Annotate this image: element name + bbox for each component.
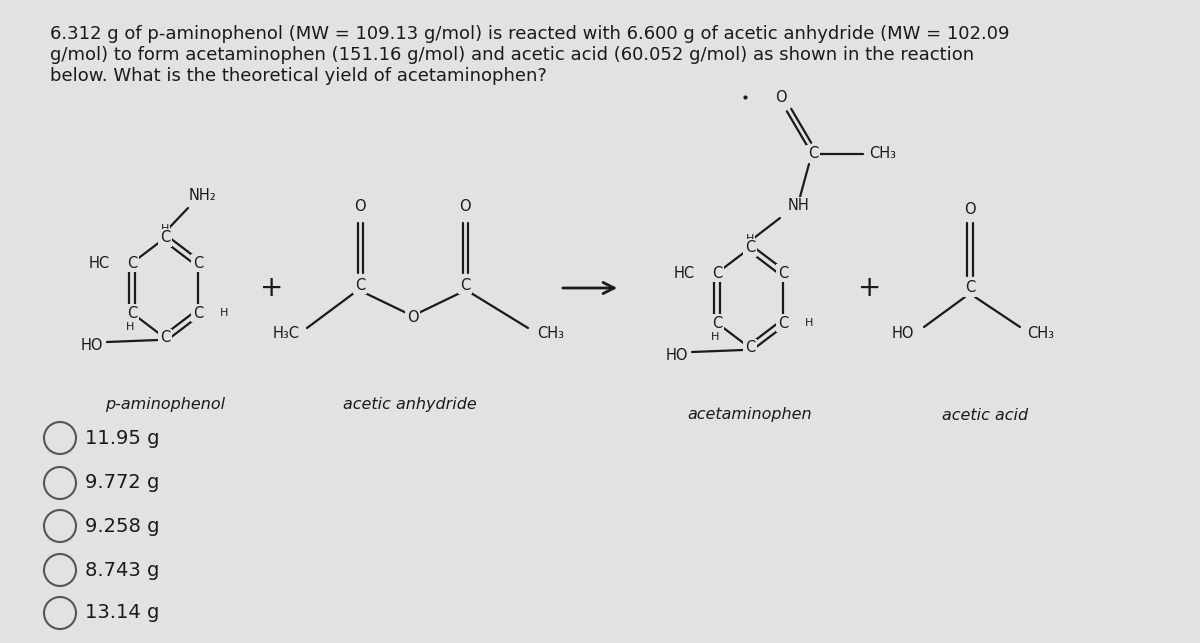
Text: CH₃: CH₃ [538, 325, 564, 341]
Text: C: C [127, 305, 137, 320]
Text: H: H [710, 332, 719, 342]
Text: HC: HC [674, 266, 695, 280]
Text: 9.772 g: 9.772 g [85, 473, 160, 493]
Text: C: C [778, 266, 788, 280]
Text: HO: HO [666, 349, 688, 363]
Text: H: H [805, 318, 814, 328]
Text: acetic acid: acetic acid [942, 408, 1028, 422]
Text: O: O [964, 203, 976, 217]
Text: +: + [858, 274, 882, 302]
Text: p-aminophenol: p-aminophenol [104, 397, 226, 413]
Text: C: C [808, 147, 818, 161]
Text: HO: HO [80, 338, 103, 354]
Text: C: C [160, 230, 170, 246]
Text: C: C [127, 255, 137, 271]
Text: 8.743 g: 8.743 g [85, 561, 160, 579]
Text: H₃C: H₃C [274, 325, 300, 341]
Text: H: H [161, 224, 169, 234]
Text: 11.95 g: 11.95 g [85, 428, 160, 448]
Text: acetaminophen: acetaminophen [688, 408, 812, 422]
Text: CH₃: CH₃ [869, 147, 896, 161]
Text: NH₂: NH₂ [190, 188, 217, 203]
Text: CH₃: CH₃ [1027, 325, 1054, 341]
Text: O: O [354, 199, 366, 215]
Text: O: O [407, 311, 419, 325]
Text: H: H [126, 322, 134, 332]
Text: +: + [260, 274, 283, 302]
Text: O: O [775, 89, 787, 105]
Text: 9.258 g: 9.258 g [85, 516, 160, 536]
Text: C: C [193, 305, 203, 320]
Text: C: C [355, 278, 365, 293]
Text: C: C [160, 331, 170, 345]
Text: O: O [460, 199, 470, 215]
Text: C: C [712, 266, 722, 280]
Text: NH: NH [788, 199, 810, 213]
Text: C: C [965, 280, 976, 296]
Text: 6.312 g of p-aminophenol (MW = 109.13 g/mol) is reacted with 6.600 g of acetic a: 6.312 g of p-aminophenol (MW = 109.13 g/… [50, 25, 1009, 85]
Text: HC: HC [89, 255, 110, 271]
Text: 13.14 g: 13.14 g [85, 604, 160, 622]
Text: C: C [193, 255, 203, 271]
Text: C: C [745, 240, 755, 255]
Text: H: H [746, 234, 754, 244]
Text: H: H [220, 308, 228, 318]
Text: C: C [745, 341, 755, 356]
Text: HO: HO [892, 325, 914, 341]
Text: C: C [712, 316, 722, 331]
Text: C: C [778, 316, 788, 331]
Text: acetic anhydride: acetic anhydride [343, 397, 476, 413]
Text: C: C [460, 278, 470, 293]
